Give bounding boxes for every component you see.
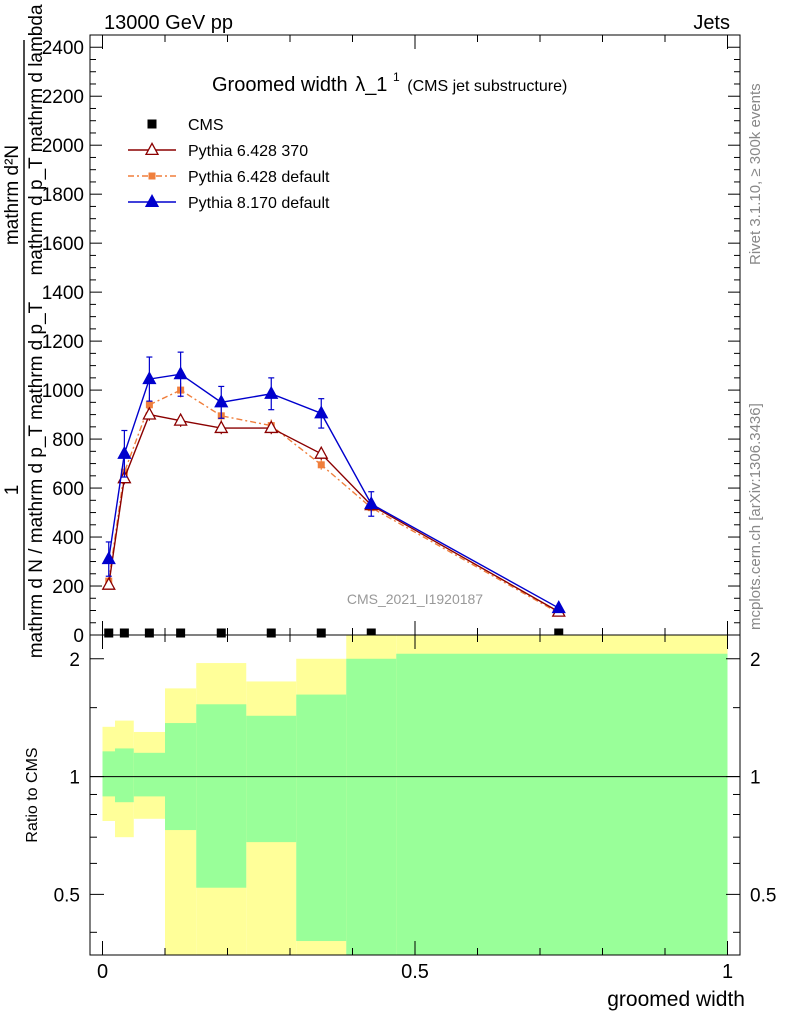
data-point [314,405,329,419]
main-ytick-label: 2400 [42,38,84,59]
data-point [317,461,325,469]
ratio-ytick-label: 2 [69,650,80,671]
main-ytick-label: 1200 [42,332,84,353]
ratio-ytick-label: 1 [69,768,80,789]
data-point [144,628,154,638]
data-point [316,628,326,638]
series-line [108,389,560,614]
data-point [366,628,376,638]
data-point [364,496,379,510]
data-point [266,628,276,638]
ratio-inner-band [396,653,728,955]
series-0 [104,628,564,638]
data-point [144,142,160,156]
main-ytick-label: 0 [73,626,84,647]
legend-label: CMS [188,117,224,134]
data-point [314,445,329,459]
data-point [119,628,129,638]
data-point [101,551,116,565]
legend-label: Pythia 6.428 370 [188,143,308,160]
legend-label: Pythia 6.428 default [188,169,330,186]
ratio-inner-band [246,715,297,843]
series-3 [101,351,566,614]
series-2 [105,382,563,617]
main-ytick-label: 600 [52,479,84,500]
main-ytick-label: 800 [52,430,84,451]
rivet-label: Rivet 3.1.10, ≥ 300k events [747,83,764,265]
data-point [117,445,132,459]
header-left: 13000 GeV pp [104,12,233,34]
ylabel-right-denominator: mathrm d p_T mathrm d lambda [26,4,47,275]
data-point [173,412,188,426]
main-ytick-label: 2000 [42,136,84,157]
data-point [214,394,229,408]
header-right: Jets [693,12,730,34]
x-tick-label: 1 [722,961,733,983]
data-point [216,628,226,638]
data-point [101,576,116,590]
data-point [173,366,188,380]
legend-entry: CMS [147,117,224,134]
data-point [147,119,157,129]
data-point [142,406,157,420]
data-point [214,420,229,434]
plot-title-main: Groomed width [212,74,348,96]
ratio-plot: 0.5 0.5 1 1 2 2 0 0.5 1 Ratio to CMS groomed wi… [24,634,776,1011]
ratio-inner-band [296,694,347,942]
ratio-inner-band [133,752,165,797]
data-point [176,628,186,638]
data-point [264,385,279,399]
ratio-ytick-label-right: 1 [750,768,761,789]
main-ylabel: 1 mathrm d N / mathrm d p_T mathrm d p_T… [2,4,47,658]
main-ytick-label: 1000 [42,381,84,402]
series-line [108,413,560,613]
legend-entry: Pythia 6.428 370 [128,142,308,160]
data-point [264,420,279,434]
ylabel-right-numerator: mathrm d²N [2,145,23,245]
ratio-ylabel: Ratio to CMS [24,747,41,842]
legend-label: Pythia 8.170 default [188,195,330,212]
ylabel-denominator: mathrm d N / mathrm d p_T mathrm d p_T [26,301,47,658]
plot-title-symbol: λ_1 [355,74,387,96]
data-point [104,628,114,638]
x-axis-label: groomed width [607,988,745,1011]
main-ytick-label: 1800 [42,185,84,206]
mcplots-label: mcplots.cern.ch [arXiv:1306.3436] [747,403,764,630]
ratio-ytick-label: 0.5 [54,885,80,906]
data-point [554,628,564,638]
ratio-ytick-label-right: 2 [750,650,761,671]
x-tick-label: 0.5 [401,961,429,983]
legend-entry: Pythia 6.428 default [128,169,330,186]
ratio-inner-band [102,751,115,797]
ratio-inner-band [115,748,134,803]
plot-title-note: (CMS jet substructure) [407,78,567,95]
ratio-inner-band [196,704,247,888]
watermark: CMS_2021_I1920187 [347,591,483,607]
main-ytick-label: 2200 [42,87,84,108]
data-point [145,401,153,409]
data-point [148,172,156,180]
x-tick-label: 0 [97,961,108,983]
ylabel-numerator: 1 [2,485,23,496]
main-ytick-label: 200 [52,577,84,598]
data-point [551,600,566,614]
main-ytick-label: 1400 [42,283,84,304]
plot-title: Groomed width λ_1 1 (CMS jet substructur… [212,64,567,96]
data-point [142,371,157,385]
ratio-inner-band [346,658,397,955]
plot-title-sup: 1 [393,70,400,84]
main-ytick-label: 400 [52,528,84,549]
series-1 [101,406,566,617]
data-point [144,194,160,208]
main-ytick-label: 1600 [42,234,84,255]
main-plot: 0 200 400 600 800 1000 1200 1400 1600 1800 2000 220… [2,4,741,658]
legend: CMS Pythia 6.428 370 Pythia 6.428 default P… [128,117,330,212]
legend-entry: Pythia 8.170 default [128,194,330,212]
ratio-ytick-label-right: 0.5 [750,885,776,906]
